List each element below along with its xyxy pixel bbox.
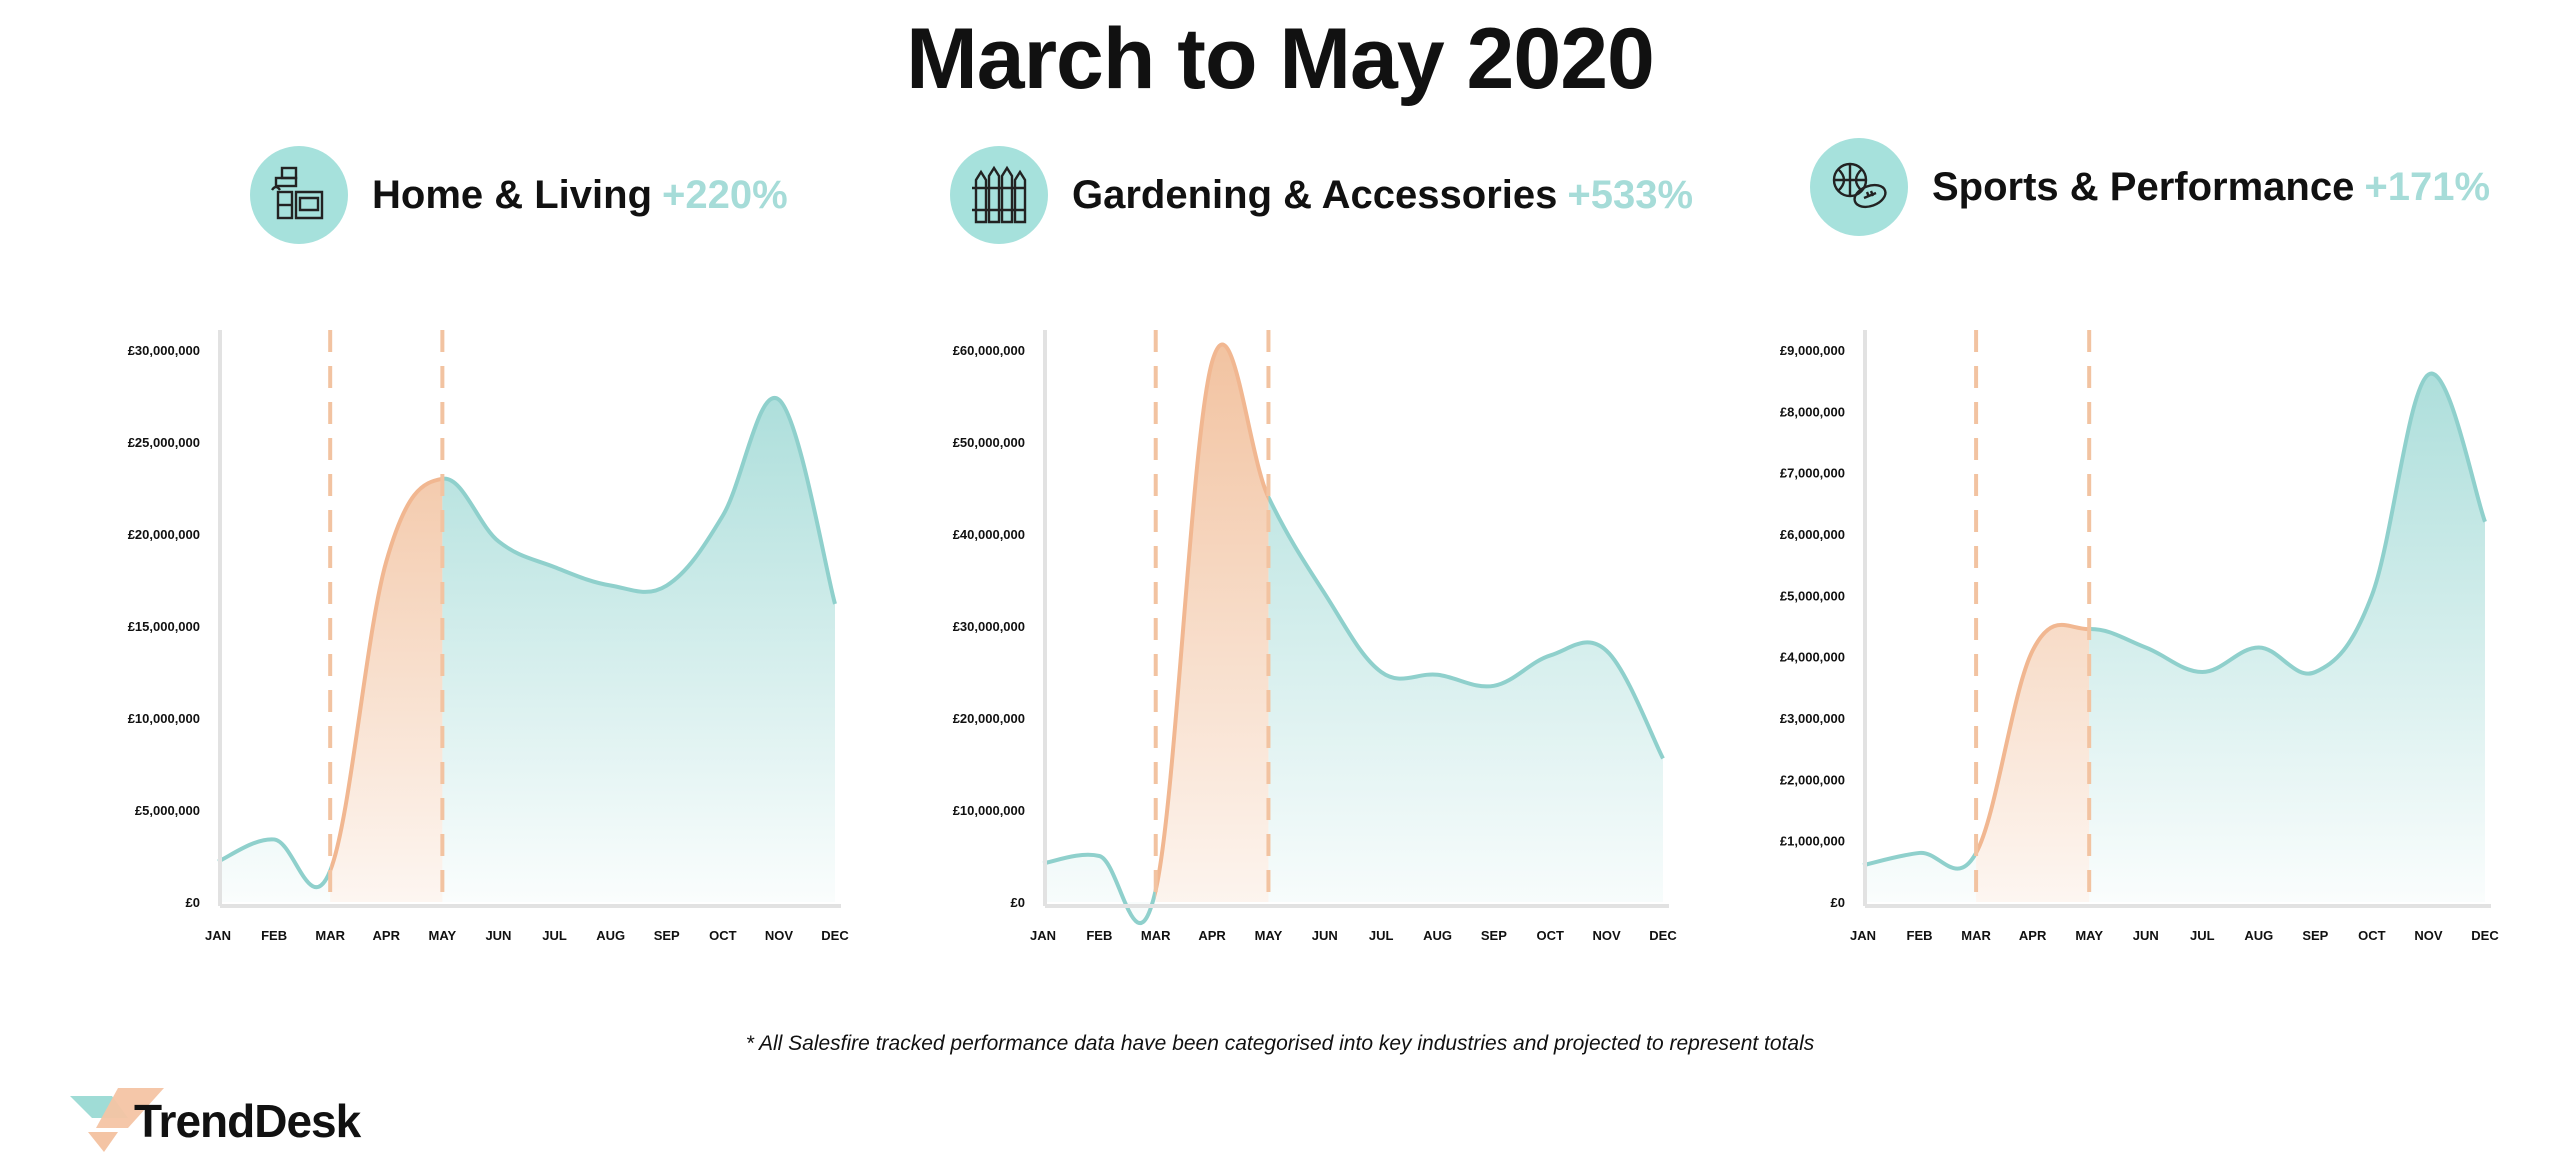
- x-tick-label: SEP: [1481, 928, 1507, 943]
- x-tick-label: JAN: [1850, 928, 1876, 943]
- logo-mark-icon: [70, 1088, 164, 1152]
- y-tick-label: £20,000,000: [953, 711, 1025, 726]
- y-tick-label: £8,000,000: [1780, 404, 1845, 419]
- chart-header: Home & Living +220%: [250, 140, 788, 250]
- chart-panel-sports: Sports & Performance +171% £0 £1,000,000 £2…: [1690, 138, 2540, 1000]
- y-tick-label: £4,000,000: [1780, 650, 1845, 665]
- y-tick-label: £25,000,000: [128, 435, 200, 450]
- x-tick-label: NOV: [765, 928, 794, 943]
- chart-panel-gardening: Gardening & Accessories +533% £0 £10,000,0…: [930, 140, 1780, 1000]
- x-tick-label: JUN: [485, 928, 511, 943]
- y-tick-label: £7,000,000: [1780, 466, 1845, 481]
- area-fill-after: [1268, 497, 1663, 902]
- furniture-icon: [250, 146, 348, 244]
- x-tick-label: NOV: [2414, 928, 2443, 943]
- x-tick-label: OCT: [2358, 928, 2386, 943]
- x-tick-label: JUN: [2133, 928, 2159, 943]
- x-tick-label: JUN: [1312, 928, 1338, 943]
- y-tick-label: £10,000,000: [953, 803, 1025, 818]
- chart-title: Sports & Performance +171%: [1932, 165, 2490, 210]
- y-tick-label: £0: [186, 895, 200, 910]
- trenddesk-logo: TrendDesk: [68, 1088, 408, 1158]
- chart-title-text: Gardening & Accessories: [1072, 172, 1558, 217]
- y-tick-label: £30,000,000: [128, 343, 200, 358]
- area-fill-highlight: [330, 478, 443, 902]
- y-tick-label: £30,000,000: [953, 619, 1025, 634]
- y-tick-label: £9,000,000: [1780, 343, 1845, 358]
- x-tick-label: JUL: [542, 928, 567, 943]
- x-tick-label: NOV: [1593, 928, 1622, 943]
- x-tick-label: DEC: [2471, 928, 2499, 943]
- y-tick-label: £1,000,000: [1780, 834, 1845, 849]
- x-tick-label: FEB: [1086, 928, 1112, 943]
- area-fill-highlight: [1155, 344, 1269, 902]
- series-line: [1268, 491, 1665, 760]
- y-tick-label: £0: [1831, 895, 1845, 910]
- x-tick-label: APR: [1198, 928, 1226, 943]
- x-tick-label: SEP: [2302, 928, 2328, 943]
- y-tick-label: £60,000,000: [953, 343, 1025, 358]
- y-tick-label: £5,000,000: [135, 803, 200, 818]
- x-tick-label: MAY: [429, 928, 457, 943]
- series-line: [442, 395, 837, 605]
- chart-panel-home-living: Home & Living +220% £0 £5,000,000 £10,000,0…: [100, 140, 950, 1000]
- area-fill-after: [2089, 373, 2485, 902]
- x-tick-label: AUG: [596, 928, 625, 943]
- y-tick-label: £0: [1011, 895, 1025, 910]
- x-tick-label: JAN: [205, 928, 231, 943]
- y-tick-label: £10,000,000: [128, 711, 200, 726]
- series-line: [2089, 371, 2487, 676]
- chart-title-text: Sports & Performance: [1932, 164, 2355, 209]
- x-tick-label: APR: [373, 928, 401, 943]
- x-tick-label: AUG: [1423, 928, 1452, 943]
- x-tick-label: APR: [2019, 928, 2047, 943]
- area-fill-before: [218, 839, 331, 902]
- chart-title-text: Home & Living: [372, 172, 653, 217]
- y-tick-label: £40,000,000: [953, 527, 1025, 542]
- x-tick-label: FEB: [261, 928, 287, 943]
- y-tick-label: £50,000,000: [953, 435, 1025, 450]
- x-tick-label: DEC: [1649, 928, 1677, 943]
- x-tick-label: JUL: [2190, 928, 2215, 943]
- y-tick-label: £6,000,000: [1780, 527, 1845, 542]
- chart-title: Gardening & Accessories +533%: [1072, 173, 1693, 218]
- area-fill-after: [442, 397, 835, 902]
- y-tick-label: £3,000,000: [1780, 711, 1845, 726]
- chart-change-value: +533%: [1567, 172, 1694, 217]
- area-chart: £0 £5,000,000 £10,000,000 £15,000,000 £20,00…: [128, 330, 849, 943]
- x-tick-label: MAR: [315, 928, 345, 943]
- page-title: March to May 2020: [906, 11, 1655, 107]
- x-tick-label: AUG: [2244, 928, 2273, 943]
- x-tick-label: MAR: [1141, 928, 1171, 943]
- footnote: * All Salesfire tracked performance data…: [745, 1032, 1815, 1055]
- x-tick-label: DEC: [821, 928, 849, 943]
- x-tick-label: MAY: [2075, 928, 2103, 943]
- area-chart: £0 £1,000,000 £2,000,000 £3,000,000 £4,000,0…: [1780, 330, 2499, 943]
- x-tick-label: MAR: [1961, 928, 1991, 943]
- chart-change-value: +171%: [2364, 164, 2491, 209]
- y-tick-label: £15,000,000: [128, 619, 200, 634]
- x-tick-label: JUL: [1369, 928, 1394, 943]
- x-tick-label: OCT: [1537, 928, 1565, 943]
- x-tick-label: FEB: [1907, 928, 1933, 943]
- x-tick-label: OCT: [709, 928, 737, 943]
- area-chart: £0 £10,000,000 £20,000,000 £30,000,000 £40,0…: [953, 330, 1677, 943]
- y-tick-label: £2,000,000: [1780, 772, 1845, 787]
- fence-icon: [950, 146, 1048, 244]
- logo-text: TrendDesk: [134, 1095, 361, 1147]
- chart-change-value: +220%: [662, 172, 788, 217]
- area-fill-before: [1863, 852, 1977, 902]
- chart-header: Gardening & Accessories +533%: [950, 140, 1693, 250]
- x-tick-label: SEP: [654, 928, 680, 943]
- x-tick-label: MAY: [1255, 928, 1283, 943]
- sports-balls-icon: [1810, 138, 1908, 236]
- chart-title: Home & Living +220%: [372, 173, 788, 218]
- chart-header: Sports & Performance +171%: [1810, 132, 2490, 242]
- y-tick-label: £20,000,000: [128, 527, 200, 542]
- y-tick-label: £5,000,000: [1780, 588, 1845, 603]
- area-fill-highlight: [1976, 624, 2090, 902]
- x-tick-label: JAN: [1030, 928, 1056, 943]
